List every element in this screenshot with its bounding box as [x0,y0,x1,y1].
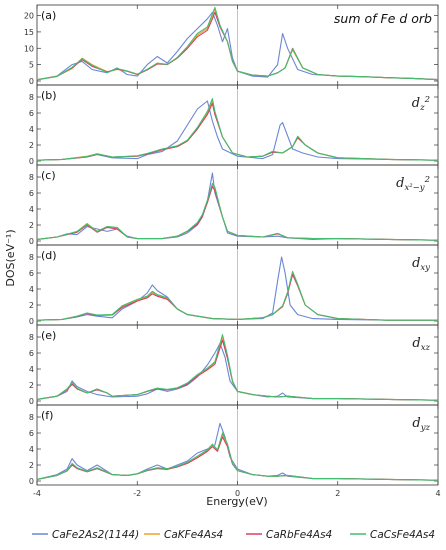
panel-3-ytick-label: 6 [29,189,34,198]
panel-5-ytick-label: 4 [29,365,34,374]
panel-6-series-4-line [36,432,439,481]
panel-5: 0 2 4 6 8 (e) dxz [29,324,439,406]
x-tick-label: -4 [33,489,41,498]
panel-4-ytick-label: 8 [29,253,34,262]
panel-2-ytick-label: 6 [29,109,34,118]
panel-4-series-4-line [36,270,438,321]
panel-5-ytick-label: 8 [29,333,34,342]
panel-3-ytick-label: 8 [29,173,34,182]
panel-5-orbital-label: dxz [412,336,430,353]
x-tick-label: 2 [335,489,340,498]
panel-3-ytick-label: 0 [29,237,34,246]
panel-6-letter: (f) [41,409,53,422]
panel-2-letter: (b) [41,89,57,102]
legend: CaFe2As2(1144) CaKFe4As4 CaRbFe4As4 CaCsFe4… [32,529,435,541]
panel-1-ytick-label: 15 [24,28,34,37]
panel-2: 0 2 4 6 8 (b) dz2 [29,84,439,166]
panel-2-series-4-line [36,98,439,161]
panel-2-ytick-label: 4 [29,125,34,134]
panel-1-ytick-label: 20 [24,12,34,21]
panel-2-ytick-label: 2 [29,141,34,150]
x-tick-label: 0 [235,489,240,498]
panel-6-orbital-label: dyz [412,416,430,433]
panel-1: 0 5 10 15 20 (a) sum of Fe d orb [24,4,439,86]
panel-1-ytick-label: 0 [29,77,34,86]
legend-label-3: CaRbFe4As4 [266,529,332,541]
panel-1-ytick-label: 10 [24,44,34,53]
panel-4-ytick-label: 4 [29,285,34,294]
x-tick-label: 4 [435,489,440,498]
panel-5-ytick-label: 2 [29,381,34,390]
legend-label-4: CaCsFe4As4 [370,529,435,541]
panel-6-ytick-label: 2 [29,461,34,470]
panel-1-ytick-label: 5 [29,61,34,70]
panel-3-ytick-label: 2 [29,221,34,230]
panel-4-ytick-label: 2 [29,301,34,310]
y-axis-title: DOS(eV⁻¹) [4,229,17,286]
legend-label-2: CaKFe4As4 [164,529,223,541]
panel-5-ytick-label: 0 [29,397,34,406]
panel-4-ytick-label: 0 [29,317,34,326]
panel-1-title: sum of Fe d orb [334,11,432,26]
panel-6-series-1-line [36,422,439,481]
panel-5-letter: (e) [41,329,56,342]
panel-2-ytick-label: 8 [29,93,34,102]
panel-6-ytick-label: 4 [29,445,34,454]
panel-5-ytick-label: 6 [29,349,34,358]
panel-3-letter: (c) [41,169,56,182]
panel-4-orbital-label: dxy [412,256,430,273]
panel-3: 0 2 4 6 8 (c) dx²−y2 [29,164,439,246]
panel-6-ytick-label: 6 [29,429,34,438]
panel-5-series-4-line [36,334,439,401]
panel-4-letter: (d) [41,249,57,262]
panel-1-letter: (a) [41,9,56,22]
panel-3-orbital-label: dx²−y2 [396,175,430,193]
panel-2-series-1-line [36,100,439,161]
panel-2-ytick-label: 0 [29,157,34,166]
panel-1-series-4-line [36,6,439,81]
x-axis-title: Energy(eV) [206,495,267,508]
panel-4-ytick-label: 6 [29,269,34,278]
panel-2-orbital-label: dz2 [412,95,430,113]
panel-6-ytick-label: 0 [29,477,34,486]
panel-3-ytick-label: 4 [29,205,34,214]
x-tick-label: -2 [133,489,141,498]
panel-3-series-4-line [36,182,439,241]
panel-4: 0 2 4 6 8 (d) dxy [29,244,439,326]
panel-6-ytick-label: 8 [29,413,34,422]
panel-6: 0 2 4 6 8 (f) dyz [29,404,439,486]
legend-label-1: CaFe2As2(1144) [52,529,139,541]
